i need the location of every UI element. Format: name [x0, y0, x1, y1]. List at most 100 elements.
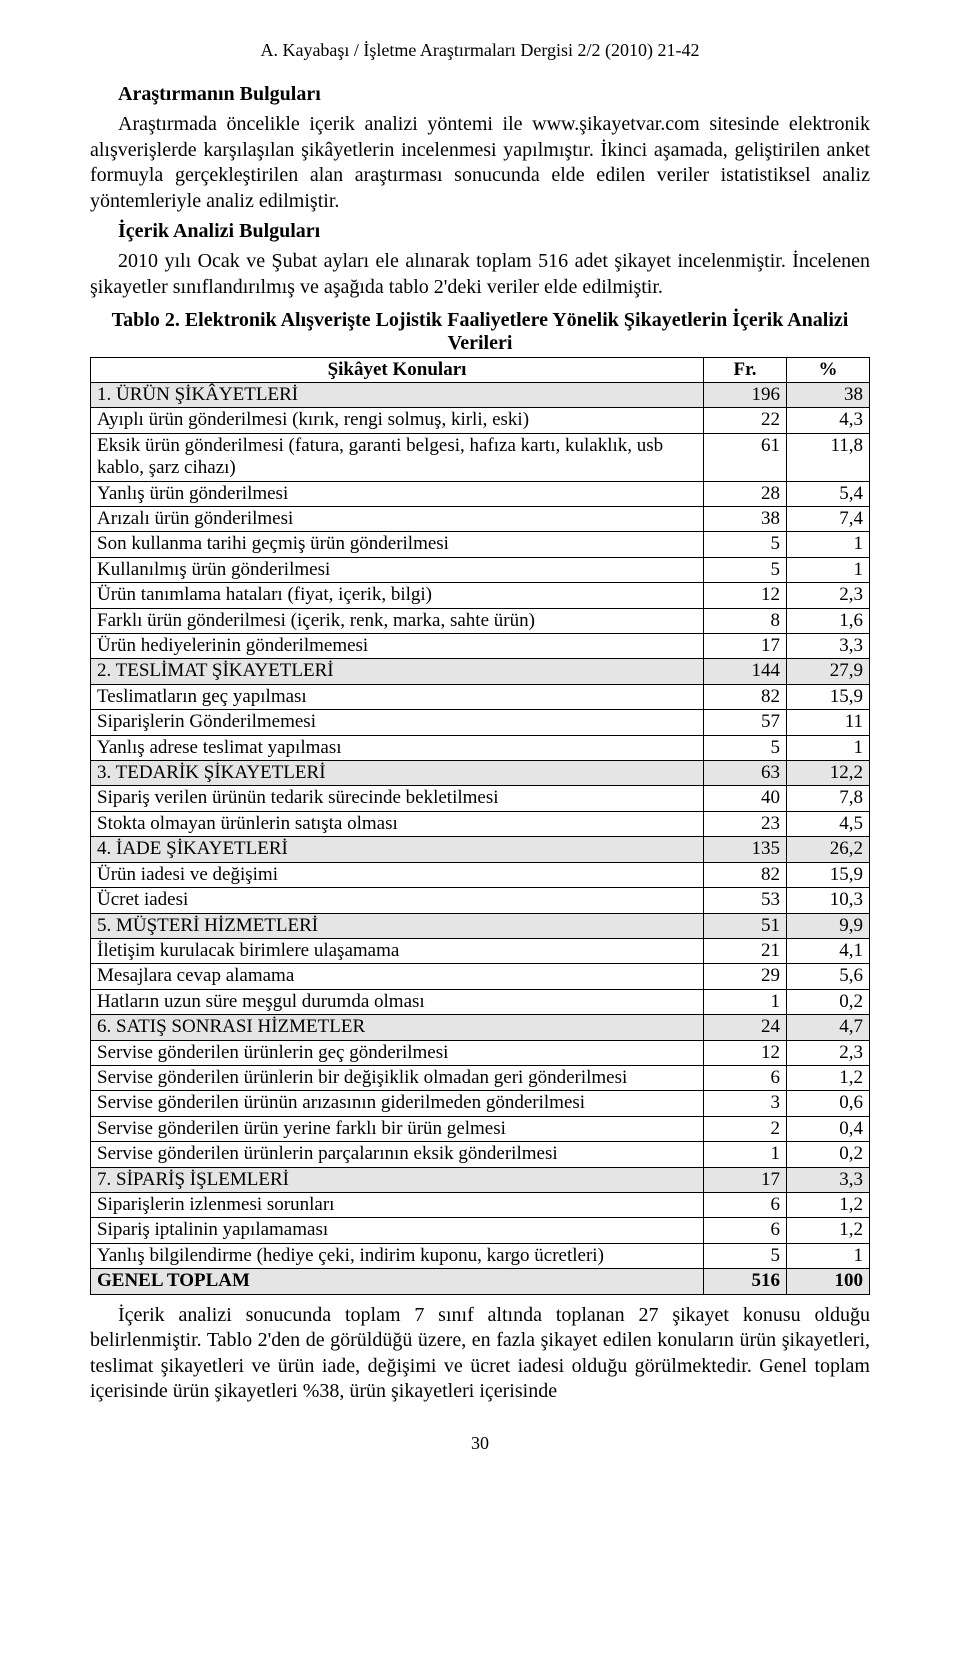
table-row: Mesajlara cevap alamama295,6 — [91, 964, 870, 989]
cell-label: Mesajlara cevap alamama — [91, 964, 704, 989]
table-row: Ücret iadesi5310,3 — [91, 888, 870, 913]
cell-label: 3. TEDARİK ŞİKAYETLERİ — [91, 761, 704, 786]
cell-pct: 15,9 — [787, 862, 870, 887]
paragraph-2: 2010 yılı Ocak ve Şubat ayları ele alına… — [90, 249, 870, 300]
cell-pct: 0,6 — [787, 1091, 870, 1116]
table-row: 3. TEDARİK ŞİKAYETLERİ6312,2 — [91, 761, 870, 786]
table-row: 6. SATIŞ SONRASI HİZMETLER244,7 — [91, 1015, 870, 1040]
cell-label: Arızalı ürün gönderilmesi — [91, 507, 704, 532]
section-heading: Araştırmanın Bulguları — [118, 83, 870, 106]
table-row: Siparişlerin Gönderilmemesi5711 — [91, 710, 870, 735]
cell-fr: 23 — [704, 811, 787, 836]
table-row: Teslimatların geç yapılması8215,9 — [91, 684, 870, 709]
table-row: Ürün hediyelerinin gönderilmemesi173,3 — [91, 634, 870, 659]
paragraph-1: Araştırmada öncelikle içerik analizi yön… — [90, 112, 870, 214]
cell-fr: 51 — [704, 913, 787, 938]
table-row: Eksik ürün gönderilmesi (fatura, garanti… — [91, 433, 870, 481]
cell-pct: 9,9 — [787, 913, 870, 938]
cell-fr: 12 — [704, 583, 787, 608]
cell-label: Stokta olmayan ürünlerin satışta olması — [91, 811, 704, 836]
cell-pct: 26,2 — [787, 837, 870, 862]
table-row: Servise gönderilen ürün yerine farklı bi… — [91, 1116, 870, 1141]
cell-pct: 4,1 — [787, 938, 870, 963]
cell-fr: 82 — [704, 862, 787, 887]
cell-pct: 38 — [787, 382, 870, 407]
cell-label: 5. MÜŞTERİ HİZMETLERİ — [91, 913, 704, 938]
col-topic: Şikâyet Konuları — [91, 357, 704, 382]
cell-label: İletişim kurulacak birimlere ulaşamama — [91, 938, 704, 963]
cell-label: Servise gönderilen ürünlerin geç gönderi… — [91, 1040, 704, 1065]
cell-fr: 17 — [704, 1167, 787, 1192]
page: A. Kayabaşı / İşletme Araştırmaları Derg… — [0, 0, 960, 1494]
cell-pct: 100 — [787, 1269, 870, 1294]
cell-fr: 1 — [704, 989, 787, 1014]
cell-fr: 57 — [704, 710, 787, 735]
cell-label: Hatların uzun süre meşgul durumda olması — [91, 989, 704, 1014]
cell-pct: 1,2 — [787, 1218, 870, 1243]
cell-fr: 516 — [704, 1269, 787, 1294]
cell-label: Servise gönderilen ürünlerin parçalarını… — [91, 1142, 704, 1167]
cell-pct: 4,3 — [787, 408, 870, 433]
cell-label: Ürün tanımlama hataları (fiyat, içerik, … — [91, 583, 704, 608]
cell-label: Eksik ürün gönderilmesi (fatura, garanti… — [91, 433, 704, 481]
cell-pct: 2,3 — [787, 1040, 870, 1065]
table-row: Arızalı ürün gönderilmesi387,4 — [91, 507, 870, 532]
table-row: 1. ÜRÜN ŞİKÂYETLERİ19638 — [91, 382, 870, 407]
cell-label: Yanlış bilgilendirme (hediye çeki, indir… — [91, 1243, 704, 1268]
cell-label: 1. ÜRÜN ŞİKÂYETLERİ — [91, 382, 704, 407]
cell-fr: 8 — [704, 608, 787, 633]
table-row: 4. İADE ŞİKAYETLERİ13526,2 — [91, 837, 870, 862]
table-header: Şikâyet Konuları Fr. % — [91, 357, 870, 382]
cell-pct: 3,3 — [787, 1167, 870, 1192]
cell-fr: 24 — [704, 1015, 787, 1040]
cell-pct: 1 — [787, 557, 870, 582]
cell-fr: 22 — [704, 408, 787, 433]
col-fr: Fr. — [704, 357, 787, 382]
cell-label: 2. TESLİMAT ŞİKAYETLERİ — [91, 659, 704, 684]
cell-label: Farklı ürün gönderilmesi (içerik, renk, … — [91, 608, 704, 633]
complaints-table: Şikâyet Konuları Fr. % 1. ÜRÜN ŞİKÂYETLE… — [90, 357, 870, 1295]
cell-fr: 144 — [704, 659, 787, 684]
table-row: Stokta olmayan ürünlerin satışta olması2… — [91, 811, 870, 836]
table-row: Yanlış bilgilendirme (hediye çeki, indir… — [91, 1243, 870, 1268]
cell-pct: 3,3 — [787, 634, 870, 659]
cell-label: Servise gönderilen ürün yerine farklı bi… — [91, 1116, 704, 1141]
cell-fr: 5 — [704, 557, 787, 582]
page-number: 30 — [90, 1433, 870, 1454]
cell-fr: 5 — [704, 1243, 787, 1268]
cell-pct: 0,2 — [787, 989, 870, 1014]
cell-fr: 61 — [704, 433, 787, 481]
cell-pct: 0,4 — [787, 1116, 870, 1141]
cell-fr: 5 — [704, 532, 787, 557]
table-row: Yanlış adrese teslimat yapılması51 — [91, 735, 870, 760]
table-row: Sipariş iptalinin yapılamaması61,2 — [91, 1218, 870, 1243]
cell-label: 4. İADE ŞİKAYETLERİ — [91, 837, 704, 862]
table-body: 1. ÜRÜN ŞİKÂYETLERİ19638Ayıplı ürün gönd… — [91, 382, 870, 1294]
cell-fr: 6 — [704, 1192, 787, 1217]
cell-fr: 29 — [704, 964, 787, 989]
cell-label: Ürün iadesi ve değişimi — [91, 862, 704, 887]
cell-fr: 12 — [704, 1040, 787, 1065]
table-row: 7. SİPARİŞ İŞLEMLERİ173,3 — [91, 1167, 870, 1192]
table-caption: Tablo 2. Elektronik Alışverişte Lojistik… — [90, 309, 870, 355]
cell-pct: 12,2 — [787, 761, 870, 786]
cell-label: Ayıplı ürün gönderilmesi (kırık, rengi s… — [91, 408, 704, 433]
table-row: Farklı ürün gönderilmesi (içerik, renk, … — [91, 608, 870, 633]
cell-fr: 3 — [704, 1091, 787, 1116]
table-row: Son kullanma tarihi geçmiş ürün gönderil… — [91, 532, 870, 557]
table-row: Ayıplı ürün gönderilmesi (kırık, rengi s… — [91, 408, 870, 433]
cell-pct: 1,2 — [787, 1192, 870, 1217]
cell-pct: 11,8 — [787, 433, 870, 481]
cell-pct: 5,4 — [787, 481, 870, 506]
cell-label: Kullanılmış ürün gönderilmesi — [91, 557, 704, 582]
table-row: 2. TESLİMAT ŞİKAYETLERİ14427,9 — [91, 659, 870, 684]
cell-pct: 1 — [787, 1243, 870, 1268]
table-row: İletişim kurulacak birimlere ulaşamama21… — [91, 938, 870, 963]
table-row: Sipariş verilen ürünün tedarik sürecinde… — [91, 786, 870, 811]
col-pct: % — [787, 357, 870, 382]
table-row: Yanlış ürün gönderilmesi285,4 — [91, 481, 870, 506]
cell-label: 6. SATIŞ SONRASI HİZMETLER — [91, 1015, 704, 1040]
cell-label: Yanlış ürün gönderilmesi — [91, 481, 704, 506]
table-row: Siparişlerin izlenmesi sorunları61,2 — [91, 1192, 870, 1217]
cell-label: Servise gönderilen ürünün arızasının gid… — [91, 1091, 704, 1116]
